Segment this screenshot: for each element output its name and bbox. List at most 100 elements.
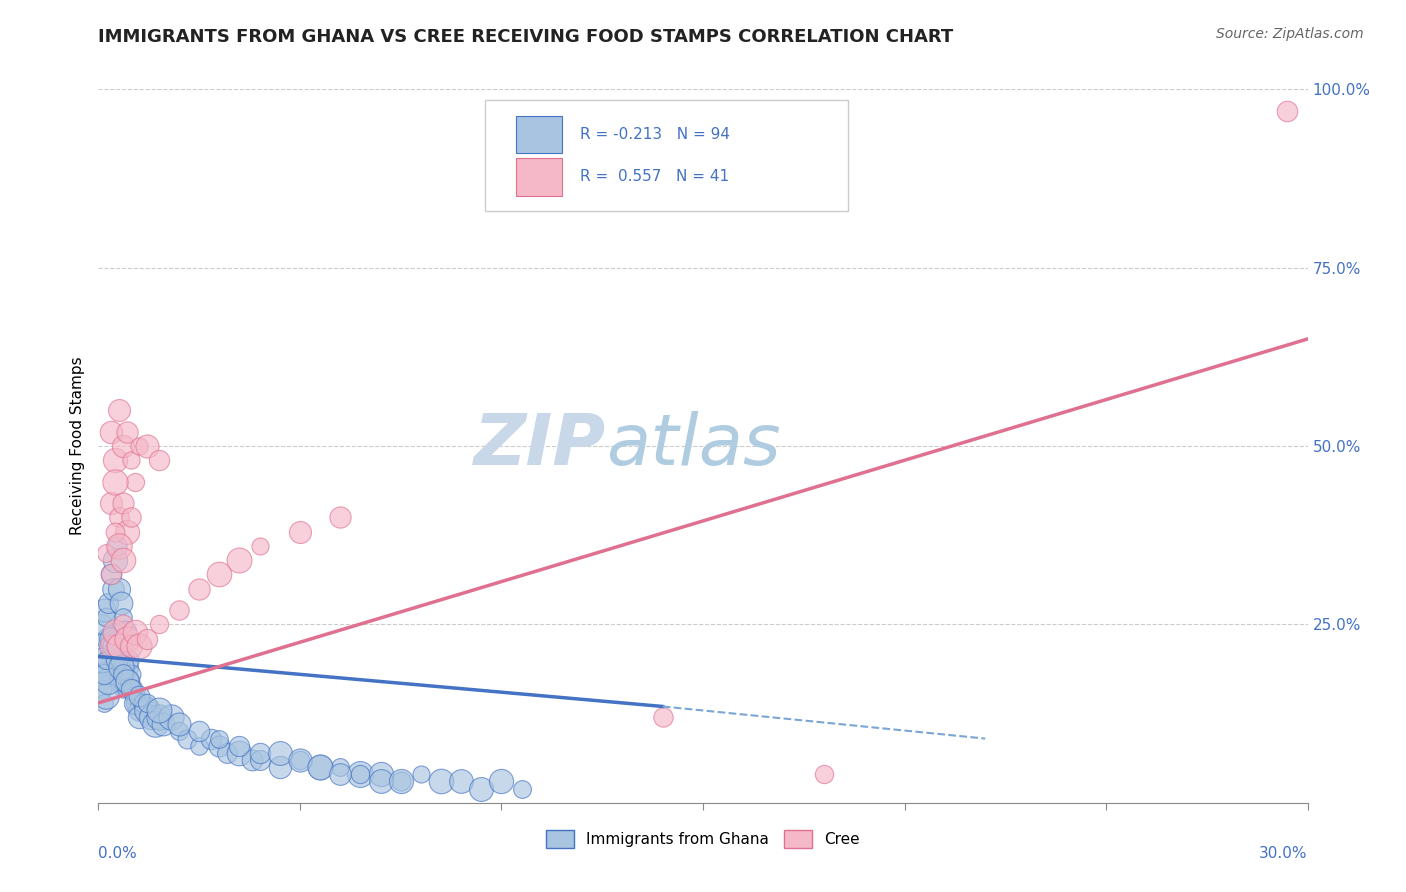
Point <box>309 760 332 774</box>
Point <box>120 667 142 681</box>
Point <box>200 731 222 746</box>
FancyBboxPatch shape <box>516 159 561 195</box>
Point <box>97 674 120 689</box>
Point <box>93 696 115 710</box>
FancyBboxPatch shape <box>485 100 848 211</box>
Point <box>120 453 142 467</box>
Point <box>111 496 134 510</box>
Point <box>208 739 231 753</box>
Point <box>115 632 138 646</box>
Point <box>349 767 371 781</box>
Point <box>121 681 143 696</box>
Point <box>115 674 138 689</box>
Point <box>96 667 118 681</box>
Point <box>101 639 124 653</box>
Point <box>510 781 533 796</box>
Point <box>132 696 155 710</box>
Point <box>329 510 352 524</box>
Point <box>96 689 118 703</box>
Point <box>124 689 146 703</box>
Text: 0.0%: 0.0% <box>98 846 138 861</box>
Point <box>111 610 134 624</box>
Text: R =  0.557   N = 41: R = 0.557 N = 41 <box>579 169 728 185</box>
Point <box>217 746 239 760</box>
Text: Source: ZipAtlas.com: Source: ZipAtlas.com <box>1216 27 1364 41</box>
Point <box>103 553 125 567</box>
Point <box>105 653 128 667</box>
Point <box>120 510 142 524</box>
Point <box>491 774 513 789</box>
Point <box>470 781 492 796</box>
Point <box>103 453 125 467</box>
Point <box>188 724 211 739</box>
Text: ZIP: ZIP <box>474 411 606 481</box>
Point <box>91 660 114 674</box>
Point <box>167 717 190 731</box>
Point <box>167 724 190 739</box>
Point <box>389 774 412 789</box>
Point <box>114 624 136 639</box>
Point <box>148 453 170 467</box>
Point <box>111 439 134 453</box>
Point <box>329 760 352 774</box>
Point <box>120 639 142 653</box>
Point <box>100 567 122 582</box>
Point <box>107 539 129 553</box>
Legend: Immigrants from Ghana, Cree: Immigrants from Ghana, Cree <box>538 822 868 855</box>
Point <box>269 760 291 774</box>
Point <box>101 582 124 596</box>
Point <box>103 624 125 639</box>
Point <box>93 667 115 681</box>
Point <box>188 739 211 753</box>
Point <box>97 632 120 646</box>
Point <box>100 639 122 653</box>
Point <box>128 703 150 717</box>
Text: 30.0%: 30.0% <box>1260 846 1308 861</box>
Point <box>101 624 124 639</box>
Point <box>208 731 231 746</box>
Point <box>115 674 138 689</box>
Point <box>152 717 174 731</box>
Point <box>107 667 129 681</box>
Point <box>288 753 311 767</box>
Point <box>135 632 157 646</box>
Point <box>288 753 311 767</box>
Point <box>813 767 835 781</box>
Point <box>160 710 183 724</box>
Point <box>249 753 271 767</box>
Point <box>103 524 125 539</box>
Point <box>107 653 129 667</box>
Point <box>135 696 157 710</box>
Point <box>124 696 146 710</box>
Point <box>148 617 170 632</box>
Point <box>188 582 211 596</box>
Point <box>128 689 150 703</box>
Point <box>228 746 250 760</box>
Point <box>100 632 122 646</box>
Point <box>370 767 392 781</box>
Point <box>228 553 250 567</box>
Point <box>110 660 132 674</box>
Point <box>249 539 271 553</box>
Point <box>143 717 166 731</box>
Text: R = -0.213   N = 94: R = -0.213 N = 94 <box>579 127 730 142</box>
Point <box>103 639 125 653</box>
Point <box>96 653 118 667</box>
Point <box>107 510 129 524</box>
Point <box>139 710 162 724</box>
Point <box>96 610 118 624</box>
Point <box>208 567 231 582</box>
Point <box>309 760 332 774</box>
Point <box>349 767 371 781</box>
Text: atlas: atlas <box>606 411 780 481</box>
Point <box>107 582 129 596</box>
Point <box>91 653 114 667</box>
Point <box>91 617 114 632</box>
Point <box>269 746 291 760</box>
Point <box>370 774 392 789</box>
Point <box>1277 103 1299 118</box>
Point <box>93 639 115 653</box>
Point <box>100 646 122 660</box>
Point <box>111 617 134 632</box>
Point <box>148 703 170 717</box>
